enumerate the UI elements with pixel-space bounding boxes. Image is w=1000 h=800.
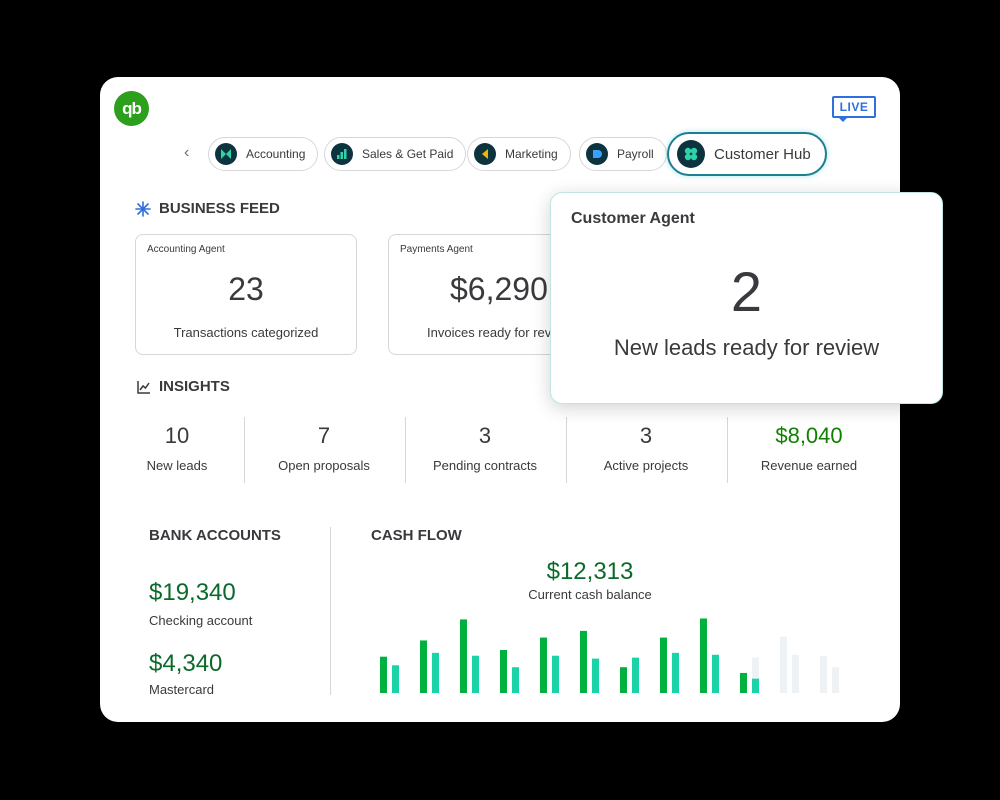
tab-label: Customer Hub xyxy=(714,145,811,163)
metric-value: 3 xyxy=(639,423,653,448)
cash-flow-chart[interactable] xyxy=(370,607,850,697)
sales-icon xyxy=(331,143,353,165)
cash-flow-bar[interactable] xyxy=(540,637,547,693)
cash-flow-bar[interactable] xyxy=(552,655,559,693)
card-label: Accounting Agent xyxy=(147,244,225,255)
sparkle-icon xyxy=(135,200,151,217)
metric-label: Open proposals xyxy=(278,458,370,473)
tab-payroll[interactable]: Payroll xyxy=(579,137,667,171)
card-caption: Transactions categorized xyxy=(173,325,319,340)
section-divider xyxy=(330,527,331,695)
metric-label: Active projects xyxy=(603,458,689,473)
popup-title: Customer Agent xyxy=(571,210,695,227)
cash-flow-bar[interactable] xyxy=(392,665,399,693)
projected-bar[interactable] xyxy=(792,654,799,693)
card-caption: Invoices ready for rev xyxy=(427,325,552,340)
cash-balance-value[interactable]: $12,313 xyxy=(546,558,634,585)
metric-label: New leads xyxy=(146,458,208,473)
popup-value: 2 xyxy=(730,260,763,323)
customer-agent-popup[interactable]: Customer Agent 2 New leads ready for rev… xyxy=(550,192,943,404)
metric-value: $8,040 xyxy=(775,423,843,448)
cash-balance-label: Current cash balance xyxy=(528,587,652,602)
cash-flow-bar[interactable] xyxy=(380,656,387,693)
cash-flow-bar[interactable] xyxy=(620,667,627,693)
metric-label: Revenue earned xyxy=(760,458,858,473)
cash-flow-bar[interactable] xyxy=(712,654,719,693)
cash-flow-bar[interactable] xyxy=(660,637,667,693)
checking-balance[interactable]: $19,340 xyxy=(149,579,236,606)
card-label: Payments Agent xyxy=(400,244,473,255)
tab-accounting[interactable]: Accounting xyxy=(208,137,319,171)
tab-label: Sales & Get Paid xyxy=(362,147,454,161)
projected-bar[interactable] xyxy=(780,636,787,693)
cash-flow-bar[interactable] xyxy=(420,640,427,693)
projected-bar[interactable] xyxy=(832,667,839,693)
accounting-icon xyxy=(215,143,237,165)
metric-divider xyxy=(566,417,567,483)
checking-label: Checking account xyxy=(149,613,253,628)
metric-value: 7 xyxy=(317,423,331,448)
metric-open-proposals[interactable]: 7 Open proposals xyxy=(244,417,404,483)
tab-label: Marketing xyxy=(505,147,558,161)
insights-title: INSIGHTS xyxy=(159,378,230,395)
metric-divider xyxy=(244,417,245,483)
cash-flow-bar[interactable] xyxy=(672,652,679,693)
cash-flow-bar[interactable] xyxy=(632,657,639,693)
metric-divider xyxy=(405,417,406,483)
metric-active-projects[interactable]: 3 Active projects xyxy=(566,417,726,483)
card-value: 23 xyxy=(228,271,264,307)
metric-divider xyxy=(727,417,728,483)
cash-flow-bar[interactable] xyxy=(500,650,507,693)
accounting-agent-card[interactable]: Accounting Agent 23 Transactions categor… xyxy=(135,234,357,355)
cash-flow-bar[interactable] xyxy=(512,667,519,693)
payroll-icon xyxy=(586,143,608,165)
trend-chart-icon xyxy=(137,380,151,394)
cash-flow-bar[interactable] xyxy=(580,630,587,693)
customer-hub-icon xyxy=(677,140,705,168)
mastercard-balance[interactable]: $4,340 xyxy=(149,650,223,677)
cash-flow-bar[interactable] xyxy=(752,678,759,693)
cash-flow-bar[interactable] xyxy=(592,658,599,693)
projected-bar[interactable] xyxy=(820,655,827,693)
tab-customer-hub[interactable]: Customer Hub xyxy=(667,132,827,176)
cash-flow-bar[interactable] xyxy=(472,655,479,693)
projected-bar[interactable] xyxy=(752,657,759,693)
cash-flow-heading: CASH FLOW xyxy=(371,527,462,544)
cash-flow-bar[interactable] xyxy=(460,619,467,693)
metric-revenue-earned[interactable]: $8,040 Revenue earned xyxy=(729,417,889,483)
business-feed-heading: BUSINESS FEED xyxy=(135,200,280,217)
metric-value: 10 xyxy=(164,423,190,448)
cash-flow-bar[interactable] xyxy=(432,652,439,693)
tab-sales-get-paid[interactable]: Sales & Get Paid xyxy=(324,137,467,171)
cash-flow-bar[interactable] xyxy=(740,672,747,693)
metric-new-leads[interactable]: 10 New leads xyxy=(97,417,257,483)
live-badge[interactable]: LIVE xyxy=(832,96,876,122)
popup-caption: New leads ready for review xyxy=(613,335,880,360)
metric-value: 3 xyxy=(478,423,492,448)
mastercard-label: Mastercard xyxy=(149,682,215,697)
bank-accounts-heading: BANK ACCOUNTS xyxy=(149,527,281,544)
marketing-icon xyxy=(474,143,496,165)
chevron-left-icon[interactable]: ‹ xyxy=(184,144,190,161)
quickbooks-logo[interactable]: qb xyxy=(114,91,149,126)
metric-pending-contracts[interactable]: 3 Pending contracts xyxy=(405,417,565,483)
card-value: $6,290 xyxy=(450,271,548,307)
payments-agent-card[interactable]: Payments Agent $6,290 Invoices ready for… xyxy=(388,234,610,355)
insights-heading: INSIGHTS xyxy=(137,378,230,395)
business-feed-title: BUSINESS FEED xyxy=(159,200,280,217)
tab-label: Payroll xyxy=(617,147,654,161)
tab-label: Accounting xyxy=(246,147,306,161)
metric-label: Pending contracts xyxy=(432,458,538,473)
tab-marketing[interactable]: Marketing xyxy=(467,137,571,171)
cash-flow-bar[interactable] xyxy=(700,618,707,693)
